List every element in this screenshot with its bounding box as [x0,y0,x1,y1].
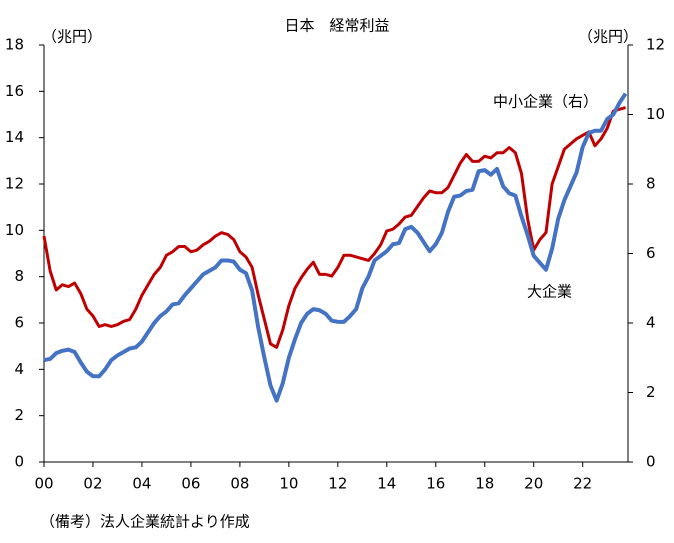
x-tick-label: 18 [475,475,494,493]
line-series [43,92,628,403]
y-tick-label: 10 [5,221,24,239]
y2-unit-label: （兆円） [578,28,638,46]
x-tick-label: 20 [524,475,543,493]
x-tick-label: 16 [426,475,445,493]
y-tick-label: 14 [5,128,24,146]
x-tick-label: 08 [230,475,249,493]
x-tick-label: 00 [34,475,53,493]
y2-tick-label: 0 [646,453,656,471]
chart-title: 日本 経常利益 [284,17,389,35]
x-tick-label: 02 [83,475,102,493]
y2-tick-label: 8 [646,175,656,193]
x-tick-label: 12 [328,475,347,493]
series-label: 中小企業（右） [493,93,598,111]
note: （備考）法人企業統計より作成 [40,513,250,531]
line-series [42,106,626,349]
y-tick-label: 6 [14,314,24,332]
y-tick-label: 12 [5,175,24,193]
y2-tick-label: 10 [646,105,665,123]
y-tick-label: 8 [14,267,24,285]
x-tick-label: 10 [279,475,298,493]
y-tick-label: 16 [5,82,24,100]
y-tick-label: 18 [5,36,24,54]
y-tick-label: 0 [14,453,24,471]
x-tick-label: 22 [573,475,592,493]
y2-tick-label: 4 [646,314,656,332]
y-tick-label: 2 [14,406,24,424]
y2-tick-label: 2 [646,383,656,401]
x-tick-label: 04 [132,475,151,493]
x-tick-label: 06 [181,475,200,493]
y-tick-label: 4 [14,360,24,378]
y-unit-label: （兆円） [42,28,102,46]
series-label: 大企業 [527,283,572,301]
y2-tick-label: 6 [646,244,656,262]
y2-tick-label: 12 [646,36,665,54]
x-tick-label: 14 [377,475,396,493]
